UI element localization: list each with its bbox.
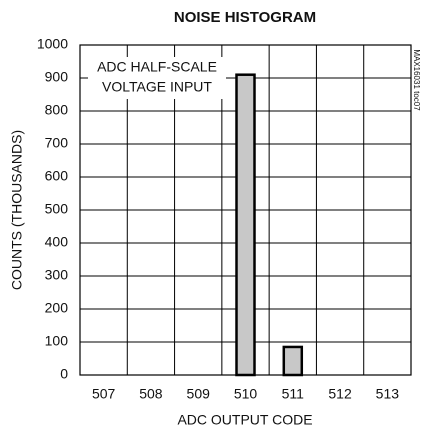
y-tick-label: 1000	[37, 36, 68, 52]
y-tick-label: 100	[45, 333, 69, 349]
y-tick-label: 0	[60, 366, 68, 382]
y-tick-label: 400	[45, 234, 69, 250]
y-tick-label: 600	[45, 168, 69, 184]
x-axis-label: ADC OUTPUT CODE	[177, 412, 312, 428]
side-note: MAX16031 toc07	[412, 49, 421, 111]
annotation-box	[88, 57, 226, 99]
y-tick-label: 700	[45, 135, 69, 151]
x-tick-label: 513	[376, 386, 400, 402]
annotation: ADC HALF-SCALE	[97, 59, 217, 75]
chart-title: NOISE HISTOGRAM	[174, 9, 316, 26]
annotation: VOLTAGE INPUT	[102, 79, 212, 95]
x-tick-label: 508	[139, 386, 163, 402]
x-tick-label: 512	[328, 386, 352, 402]
bar	[282, 345, 304, 377]
y-tick-label: 900	[45, 69, 69, 85]
x-tick-label: 509	[187, 386, 211, 402]
y-tick-label: 300	[45, 267, 69, 283]
y-tick-label: 800	[45, 102, 69, 118]
x-tick-label: 507	[92, 386, 116, 402]
bar	[235, 73, 256, 377]
x-tick-label: 511	[282, 386, 305, 402]
y-tick-label: 200	[45, 300, 69, 316]
y-axis-label: COUNTS (THOUSANDS)	[9, 130, 25, 290]
x-tick-label: 510	[234, 386, 258, 402]
y-tick-label: 500	[45, 201, 69, 217]
